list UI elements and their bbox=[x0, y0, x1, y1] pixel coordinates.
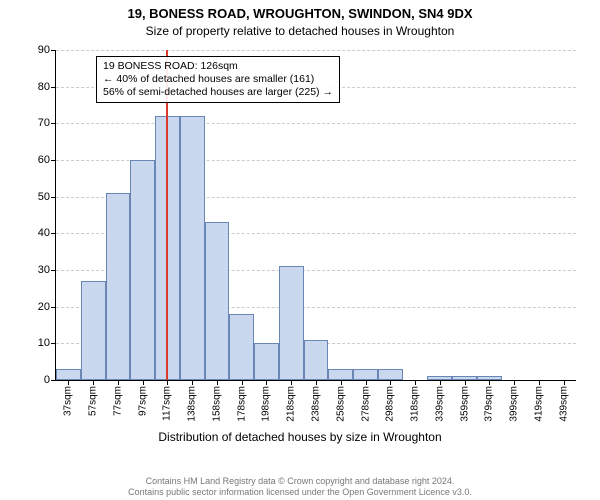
footer-line1: Contains HM Land Registry data © Crown c… bbox=[0, 476, 600, 487]
x-tick-mark bbox=[68, 380, 69, 385]
y-tick-mark bbox=[51, 270, 56, 271]
x-tick-mark bbox=[440, 380, 441, 385]
x-tick-label: 138sqm bbox=[187, 386, 198, 422]
x-tick-label: 318sqm bbox=[410, 386, 421, 422]
x-tick-mark bbox=[465, 380, 466, 385]
annotation-line1: 19 BONESS ROAD: 126sqm bbox=[103, 60, 333, 73]
x-tick-mark bbox=[242, 380, 243, 385]
histogram-bar bbox=[180, 116, 205, 380]
y-tick-mark bbox=[51, 197, 56, 198]
y-tick-mark bbox=[51, 87, 56, 88]
x-tick-mark bbox=[539, 380, 540, 385]
x-tick-label: 158sqm bbox=[211, 386, 222, 422]
annotation-line2: ← 40% of detached houses are smaller (16… bbox=[103, 73, 333, 86]
histogram-bar bbox=[328, 369, 353, 380]
x-tick-label: 218sqm bbox=[286, 386, 297, 422]
x-tick-label: 37sqm bbox=[63, 386, 74, 416]
x-tick-mark bbox=[489, 380, 490, 385]
x-tick-label: 117sqm bbox=[162, 386, 173, 421]
x-tick-mark bbox=[118, 380, 119, 385]
histogram-bar bbox=[205, 222, 230, 380]
x-tick-mark bbox=[316, 380, 317, 385]
x-tick-label: 238sqm bbox=[311, 386, 322, 422]
x-tick-label: 198sqm bbox=[261, 386, 272, 422]
x-tick-label: 399sqm bbox=[509, 386, 520, 422]
marker-annotation-box: 19 BONESS ROAD: 126sqm ← 40% of detached… bbox=[96, 56, 340, 103]
x-tick-mark bbox=[366, 380, 367, 385]
x-tick-label: 258sqm bbox=[335, 386, 346, 422]
histogram-bar bbox=[378, 369, 403, 380]
y-tick-mark bbox=[51, 233, 56, 234]
x-tick-label: 339sqm bbox=[434, 386, 445, 422]
y-tick-mark bbox=[51, 343, 56, 344]
histogram-bar bbox=[353, 369, 378, 380]
x-tick-mark bbox=[143, 380, 144, 385]
x-tick-mark bbox=[390, 380, 391, 385]
x-tick-label: 298sqm bbox=[385, 386, 396, 422]
x-tick-mark bbox=[217, 380, 218, 385]
x-tick-mark bbox=[192, 380, 193, 385]
chart-title-line1: 19, BONESS ROAD, WROUGHTON, SWINDON, SN4… bbox=[0, 6, 600, 21]
x-tick-mark bbox=[93, 380, 94, 385]
chart-title-line2: Size of property relative to detached ho… bbox=[0, 24, 600, 38]
x-tick-label: 278sqm bbox=[360, 386, 371, 422]
x-tick-label: 178sqm bbox=[236, 386, 247, 422]
x-tick-label: 57sqm bbox=[88, 386, 99, 416]
x-tick-mark bbox=[167, 380, 168, 385]
y-tick-mark bbox=[51, 50, 56, 51]
x-tick-mark bbox=[291, 380, 292, 385]
x-tick-label: 359sqm bbox=[459, 386, 470, 422]
y-tick-mark bbox=[51, 307, 56, 308]
histogram-bar bbox=[254, 343, 279, 380]
x-tick-mark bbox=[415, 380, 416, 385]
plot-area: 010203040506070809037sqm57sqm77sqm97sqm1… bbox=[55, 50, 576, 381]
x-axis-label: Distribution of detached houses by size … bbox=[0, 430, 600, 444]
x-tick-label: 439sqm bbox=[558, 386, 569, 422]
histogram-bar bbox=[106, 193, 131, 380]
x-tick-label: 379sqm bbox=[484, 386, 495, 422]
histogram-bar bbox=[279, 266, 304, 380]
x-tick-label: 419sqm bbox=[533, 386, 544, 422]
histogram-bar bbox=[81, 281, 106, 380]
footer-line2: Contains public sector information licen… bbox=[0, 487, 600, 498]
x-tick-label: 97sqm bbox=[137, 386, 148, 416]
y-tick-mark bbox=[51, 123, 56, 124]
histogram-bar bbox=[229, 314, 254, 380]
x-tick-mark bbox=[564, 380, 565, 385]
gridline bbox=[56, 123, 576, 124]
x-tick-mark bbox=[514, 380, 515, 385]
x-tick-label: 77sqm bbox=[112, 386, 123, 416]
chart-container: 19, BONESS ROAD, WROUGHTON, SWINDON, SN4… bbox=[0, 0, 600, 500]
y-tick-mark bbox=[51, 160, 56, 161]
x-tick-mark bbox=[341, 380, 342, 385]
histogram-bar bbox=[304, 340, 329, 380]
x-tick-mark bbox=[266, 380, 267, 385]
footer-attribution: Contains HM Land Registry data © Crown c… bbox=[0, 476, 600, 498]
histogram-bar bbox=[130, 160, 155, 380]
annotation-line3: 56% of semi-detached houses are larger (… bbox=[103, 86, 333, 99]
histogram-bar bbox=[56, 369, 81, 380]
gridline bbox=[56, 50, 576, 51]
y-tick-mark bbox=[51, 380, 56, 381]
